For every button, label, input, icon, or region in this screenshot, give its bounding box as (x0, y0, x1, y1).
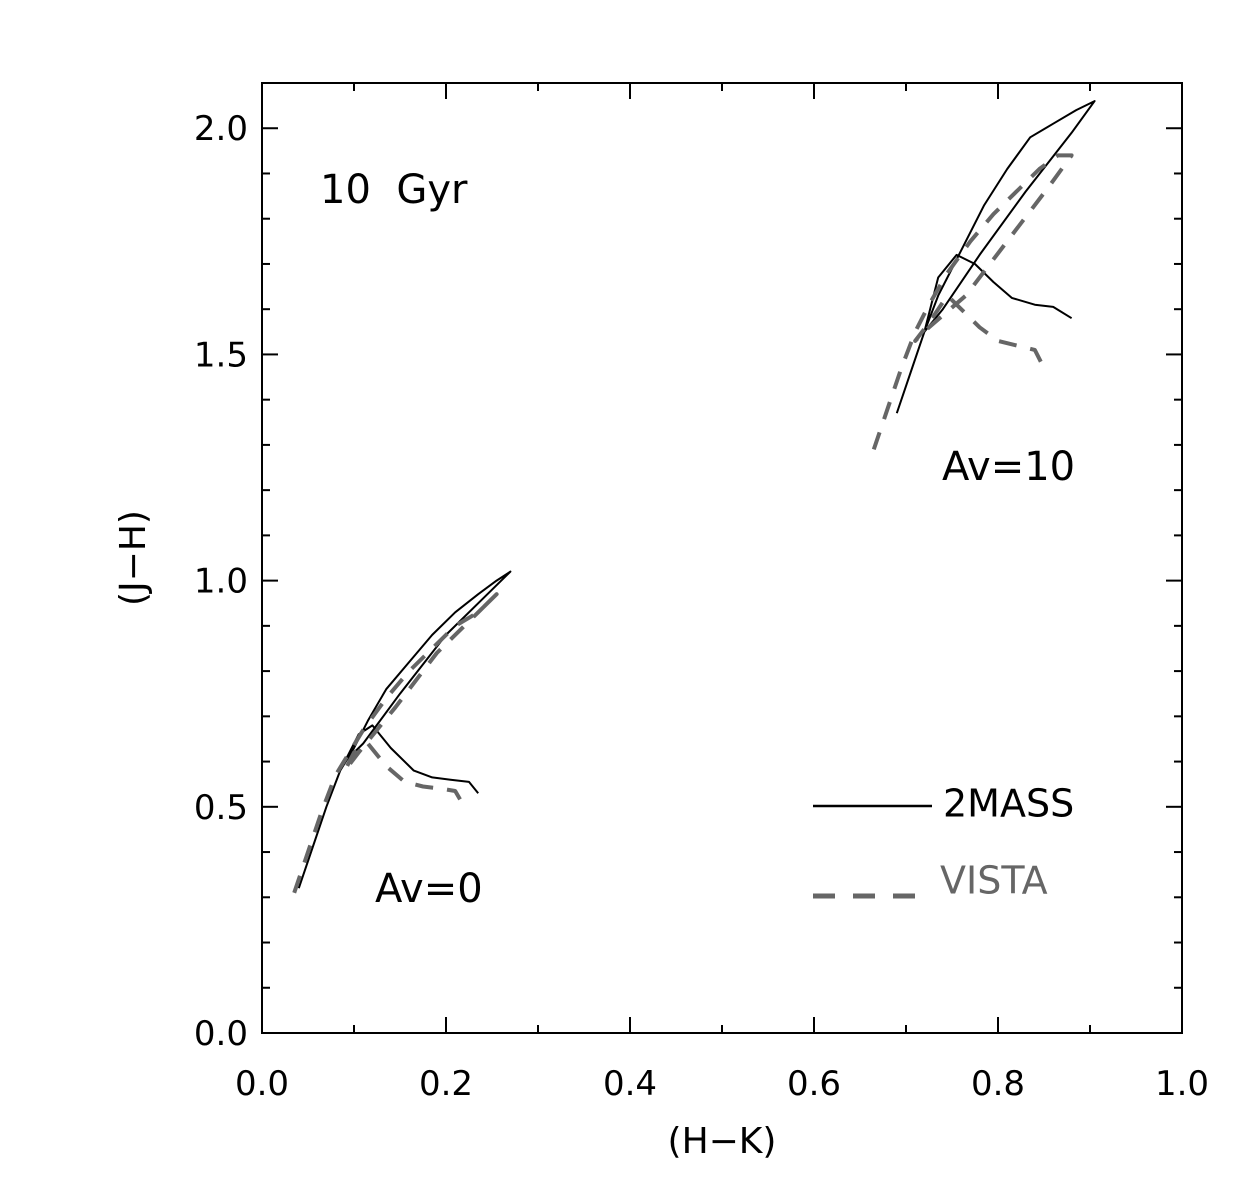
series-line-vista-av0 (292, 592, 499, 894)
x-tick-label: 0.4 (603, 1064, 657, 1104)
y-tick-label: 2.0 (194, 109, 248, 149)
y-tick-label: 1.0 (194, 562, 248, 602)
series-line-vista-av10 (871, 153, 1074, 451)
x-tick-label: 0.6 (787, 1064, 841, 1104)
tick-labels: 0.0 0.2 0.4 0.6 0.8 1.0 0.0 0.5 1.0 1.5 2.0 (194, 109, 1209, 1104)
y-tick-label: 0.0 (194, 1014, 248, 1054)
annotation-av0: Av=0 (375, 866, 483, 912)
x-axis-title: (H−K) (668, 1121, 777, 1162)
legend-label-2mass: 2MASS (943, 782, 1074, 826)
plot-lines (292, 100, 1096, 894)
annotation-age: 10 Gyr (320, 167, 468, 213)
legend: 2MASS VISTA (813, 782, 1074, 903)
x-tick-label: 1.0 (1155, 1064, 1209, 1104)
ticks (261, 82, 1183, 1034)
x-tick-label: 0.8 (971, 1064, 1025, 1104)
y-tick-label: 0.5 (194, 788, 248, 828)
x-tick-label: 0.0 (235, 1064, 289, 1104)
x-tick-label: 0.2 (419, 1064, 473, 1104)
annotation-av10: Av=10 (942, 444, 1075, 490)
y-tick-label: 1.5 (194, 335, 248, 375)
legend-label-vista: VISTA (940, 859, 1048, 903)
series-line-2mass-av0 (297, 570, 512, 889)
y-axis-title: (J−H) (113, 510, 154, 606)
